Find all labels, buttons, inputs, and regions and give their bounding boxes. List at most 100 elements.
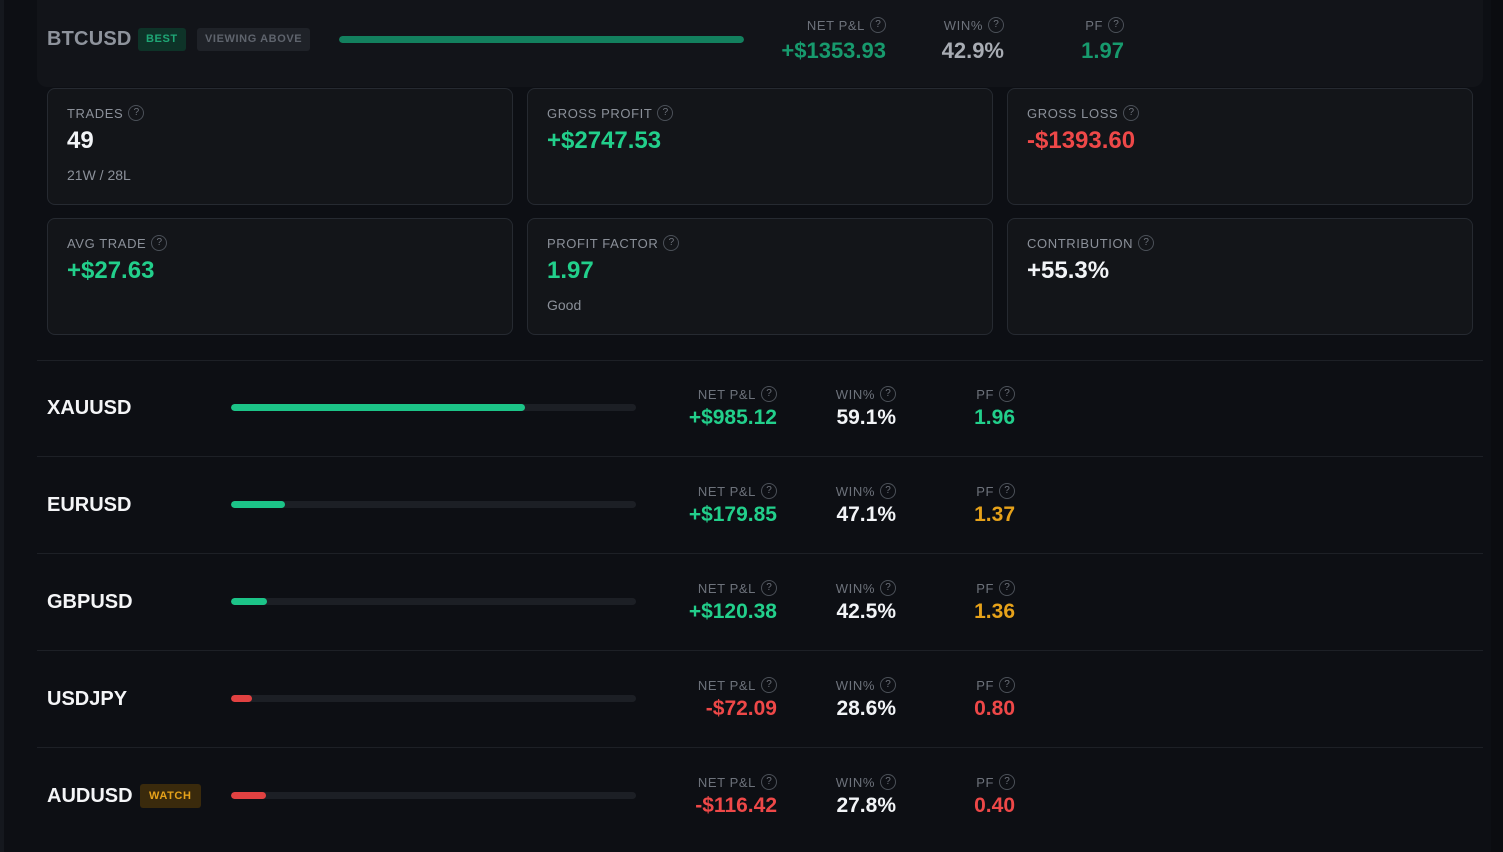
symbol-name: BTCUSD [47,28,132,50]
net-pnl-metric: NET P&L? +$120.38 [689,580,777,624]
pf-label: PF [976,483,994,499]
net-pnl-metric: NET P&L? +$985.12 [689,386,777,430]
net-pnl-metric: NET P&L? -$72.09 [698,677,777,721]
left-edge [0,0,4,852]
gross-loss-label: GROSS LOSS [1027,105,1119,121]
pnl-bar [339,36,744,43]
pnl-bar [231,695,636,702]
help-icon[interactable]: ? [761,580,777,596]
best-badge: BEST [138,28,186,51]
help-icon[interactable]: ? [151,235,168,251]
net-pnl-value: -$116.42 [695,794,777,817]
contribution-card: CONTRIBUTION? +55.3% [1007,218,1473,335]
scrollbar-track[interactable] [1491,0,1503,852]
symbol-name: AUDUSD [47,785,133,807]
avg-trade-label: AVG TRADE [67,235,147,251]
help-icon[interactable]: ? [761,483,777,499]
help-icon[interactable]: ? [657,105,674,121]
net-pnl-label: NET P&L [697,774,756,790]
divider [37,650,1483,651]
profit-factor-label: PROFIT FACTOR [547,235,659,251]
pnl-bar-fill [231,598,268,605]
pnl-bar [231,598,636,605]
pf-label: PF [976,386,994,402]
net-pnl-metric: NET P&L? +$179.85 [689,483,777,527]
win-rate-metric: WIN%? 28.6% [836,677,896,721]
win-rate-value: 42.5% [836,600,896,623]
pnl-bar-fill [231,695,253,702]
help-icon[interactable]: ? [999,774,1015,790]
pf-label: PF [976,580,994,596]
win-rate-label: WIN% [835,483,875,499]
win-rate-label: WIN% [835,386,875,402]
help-icon[interactable]: ? [880,483,896,499]
win-rate-label: WIN% [835,774,875,790]
divider [37,553,1483,554]
profit-factor-card: PROFIT FACTOR? 1.97 Good [527,218,993,335]
help-icon[interactable]: ? [880,677,896,693]
help-icon[interactable]: ? [1108,17,1124,33]
watch-badge: WATCH [140,784,201,808]
win-rate-value: 59.1% [836,406,896,429]
profit-factor-metric: PF? 0.40 [974,774,1015,818]
net-pnl-value: -$72.09 [705,697,777,720]
help-icon[interactable]: ? [128,105,145,121]
trades-card: TRADES? 49 21W / 28L [47,88,513,205]
symbol-name: EURUSD [47,494,132,516]
net-pnl-label: NET P&L [697,677,756,693]
net-pnl-metric: NET P&L? -$116.42 [695,774,777,818]
net-pnl-label: NET P&L [806,17,865,33]
help-icon[interactable]: ? [999,580,1015,596]
gross-profit-card: GROSS PROFIT? +$2747.53 [527,88,993,205]
net-pnl-value: +$1353.93 [781,38,886,63]
net-pnl-label: NET P&L [697,580,756,596]
viewing-above-badge: VIEWING ABOVE [197,28,311,51]
win-rate-value: 28.6% [836,697,896,720]
symbol-name: GBPUSD [47,591,133,613]
help-icon[interactable]: ? [870,17,886,33]
pf-label: PF [976,774,994,790]
symbol-row[interactable]: XAUUSD NET P&L? +$985.12 WIN%? 59.1% PF?… [37,361,1483,457]
pnl-bar-fill [231,404,526,411]
help-icon[interactable]: ? [999,677,1015,693]
expanded-symbol-header[interactable]: BTCUSD BEST VIEWING ABOVE NET P&L? +$135… [37,0,1483,87]
net-pnl-label: NET P&L [697,483,756,499]
pf-value: 1.97 [1081,38,1124,63]
symbol-row[interactable]: GBPUSD NET P&L? +$120.38 WIN%? 42.5% PF?… [37,555,1483,651]
win-rate-label: WIN% [835,677,875,693]
symbol-row[interactable]: USDJPY NET P&L? -$72.09 WIN%? 28.6% PF? … [37,652,1483,748]
trades-label: TRADES [67,105,124,121]
pnl-bar [231,792,636,799]
pnl-bar-fill [231,792,266,799]
help-icon[interactable]: ? [1138,235,1155,251]
help-icon[interactable]: ? [1123,105,1140,121]
win-rate-metric: WIN%? 47.1% [836,483,896,527]
win-rate-value: 47.1% [836,503,896,526]
help-icon[interactable]: ? [988,17,1004,33]
symbol-row[interactable]: AUDUSD WATCH NET P&L? -$116.42 WIN%? 27.8… [37,749,1483,845]
help-icon[interactable]: ? [663,235,680,251]
help-icon[interactable]: ? [761,386,777,402]
help-icon[interactable]: ? [999,386,1015,402]
profit-factor-metric: PF? 1.37 [974,483,1015,527]
profit-factor-metric: PF? 1.96 [974,386,1015,430]
pnl-bar [231,501,636,508]
symbol-name: XAUUSD [47,397,132,419]
help-icon[interactable]: ? [880,580,896,596]
symbol-row[interactable]: EURUSD NET P&L? +$179.85 WIN%? 47.1% PF?… [37,458,1483,554]
contribution-value: +55.3% [1027,257,1110,284]
help-icon[interactable]: ? [880,386,896,402]
profit-factor-rating: Good [547,297,582,313]
pf-value: 0.40 [974,794,1015,817]
contribution-label: CONTRIBUTION [1027,235,1134,251]
win-rate-label: WIN% [835,580,875,596]
pf-value: 1.96 [974,406,1015,429]
help-icon[interactable]: ? [761,677,777,693]
divider [37,456,1483,457]
win-rate-metric: WIN%? 59.1% [836,386,896,430]
help-icon[interactable]: ? [761,774,777,790]
help-icon[interactable]: ? [880,774,896,790]
win-rate-label: WIN% [943,17,983,33]
help-icon[interactable]: ? [999,483,1015,499]
profit-factor-metric: PF? 1.97 [1081,17,1124,64]
